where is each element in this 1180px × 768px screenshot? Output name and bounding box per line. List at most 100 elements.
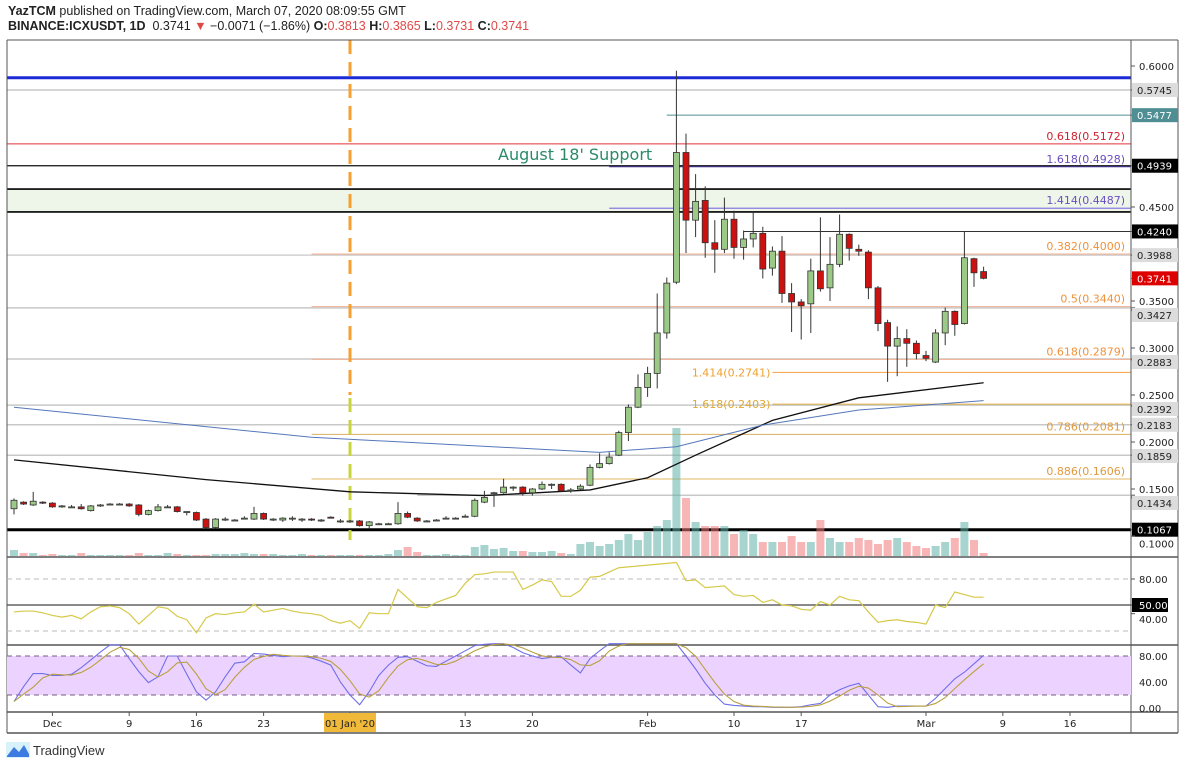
candle[interactable] bbox=[106, 503, 114, 506]
candle[interactable] bbox=[692, 174, 699, 238]
candle[interactable] bbox=[529, 488, 536, 496]
candle[interactable] bbox=[788, 283, 795, 333]
candle[interactable] bbox=[740, 230, 747, 260]
candle[interactable] bbox=[644, 366, 651, 397]
candle[interactable] bbox=[711, 220, 719, 273]
candle[interactable] bbox=[375, 522, 383, 526]
tradingview-logo[interactable]: TradingView bbox=[6, 742, 105, 758]
candle[interactable] bbox=[596, 453, 603, 469]
candle[interactable] bbox=[865, 250, 872, 300]
candle[interactable] bbox=[212, 518, 220, 529]
candle[interactable] bbox=[797, 299, 805, 340]
candle[interactable] bbox=[29, 491, 37, 506]
candle[interactable] bbox=[39, 501, 47, 505]
candle[interactable] bbox=[231, 519, 239, 522]
candle[interactable] bbox=[288, 516, 296, 521]
candle[interactable] bbox=[68, 504, 75, 509]
candle[interactable] bbox=[116, 503, 123, 506]
candle[interactable] bbox=[432, 519, 440, 522]
candle[interactable] bbox=[586, 464, 594, 487]
candle[interactable] bbox=[961, 231, 968, 325]
candle[interactable] bbox=[346, 520, 354, 523]
candle[interactable] bbox=[778, 236, 786, 303]
candle[interactable] bbox=[279, 517, 287, 522]
candle[interactable] bbox=[913, 340, 920, 360]
candle[interactable] bbox=[701, 186, 709, 258]
candle[interactable] bbox=[509, 486, 517, 491]
candle[interactable] bbox=[173, 505, 181, 513]
candle[interactable] bbox=[413, 517, 421, 522]
candle[interactable] bbox=[240, 516, 248, 520]
candle[interactable] bbox=[836, 214, 843, 268]
candle[interactable] bbox=[922, 350, 930, 362]
candle[interactable] bbox=[490, 491, 498, 507]
time-axis[interactable]: Dec 9 16 23 01 Jan '20 13 20 Feb 10 17 Mar 9 16 bbox=[43, 712, 1077, 732]
candle[interactable] bbox=[845, 233, 853, 261]
candle[interactable] bbox=[135, 504, 143, 517]
candle[interactable] bbox=[817, 217, 824, 292]
candle[interactable] bbox=[317, 519, 325, 522]
candle[interactable] bbox=[769, 246, 776, 276]
candle[interactable] bbox=[682, 133, 690, 254]
annotation-text[interactable]: August 18' Support bbox=[498, 145, 652, 164]
candle[interactable] bbox=[336, 519, 344, 523]
candle[interactable] bbox=[423, 520, 431, 523]
candle[interactable] bbox=[77, 504, 85, 510]
candle[interactable] bbox=[221, 517, 229, 521]
candle[interactable] bbox=[452, 517, 460, 520]
candle[interactable] bbox=[538, 481, 546, 490]
candle[interactable] bbox=[932, 329, 939, 364]
candle[interactable] bbox=[874, 285, 882, 332]
candle[interactable] bbox=[183, 511, 191, 516]
candle[interactable] bbox=[365, 520, 373, 529]
candle[interactable] bbox=[356, 520, 364, 527]
candle[interactable] bbox=[980, 266, 987, 280]
candle[interactable] bbox=[577, 484, 584, 490]
candle[interactable] bbox=[634, 374, 642, 409]
candle[interactable] bbox=[327, 516, 335, 519]
candle[interactable] bbox=[461, 514, 469, 518]
candle[interactable] bbox=[970, 257, 978, 287]
candle[interactable] bbox=[663, 277, 671, 339]
candle[interactable] bbox=[269, 518, 277, 521]
candle[interactable] bbox=[442, 516, 450, 520]
candle[interactable] bbox=[49, 502, 56, 508]
candle[interactable] bbox=[154, 504, 162, 512]
candle[interactable] bbox=[394, 502, 402, 525]
candle[interactable] bbox=[557, 483, 565, 492]
candle[interactable] bbox=[807, 258, 815, 333]
candle[interactable] bbox=[404, 511, 412, 519]
candle[interactable] bbox=[471, 498, 479, 518]
candle[interactable] bbox=[480, 490, 488, 504]
candle[interactable] bbox=[548, 483, 555, 489]
price-axis[interactable]: 0.6000 0.5745 0.5477 0.4939 0.4500 0.4240 0.39… bbox=[1130, 62, 1178, 551]
symbol-name[interactable]: BINANCE:ICXUSDT, 1D bbox=[8, 19, 146, 33]
candle[interactable] bbox=[855, 244, 863, 256]
candle[interactable] bbox=[721, 197, 728, 254]
candle[interactable] bbox=[826, 237, 834, 301]
candle[interactable] bbox=[202, 518, 210, 529]
candle[interactable] bbox=[58, 504, 66, 508]
candle[interactable] bbox=[605, 452, 613, 465]
author-name[interactable]: YazTCM bbox=[8, 4, 56, 18]
candle[interactable] bbox=[759, 226, 767, 279]
candle[interactable] bbox=[384, 522, 392, 526]
candle[interactable] bbox=[87, 504, 95, 512]
candle[interactable] bbox=[519, 486, 527, 496]
candle[interactable] bbox=[941, 307, 949, 346]
candle[interactable] bbox=[97, 504, 104, 507]
candle[interactable] bbox=[903, 329, 911, 367]
candle[interactable] bbox=[144, 509, 152, 516]
candle[interactable] bbox=[164, 504, 172, 509]
candle[interactable] bbox=[673, 70, 680, 285]
candle[interactable] bbox=[951, 310, 959, 336]
candle[interactable] bbox=[20, 501, 28, 505]
candle[interactable] bbox=[893, 326, 901, 377]
candle[interactable] bbox=[567, 488, 575, 493]
candle[interactable] bbox=[250, 506, 258, 521]
candle[interactable] bbox=[192, 511, 200, 521]
candle[interactable] bbox=[884, 319, 891, 382]
candle[interactable] bbox=[125, 503, 133, 507]
candle[interactable] bbox=[10, 498, 18, 515]
